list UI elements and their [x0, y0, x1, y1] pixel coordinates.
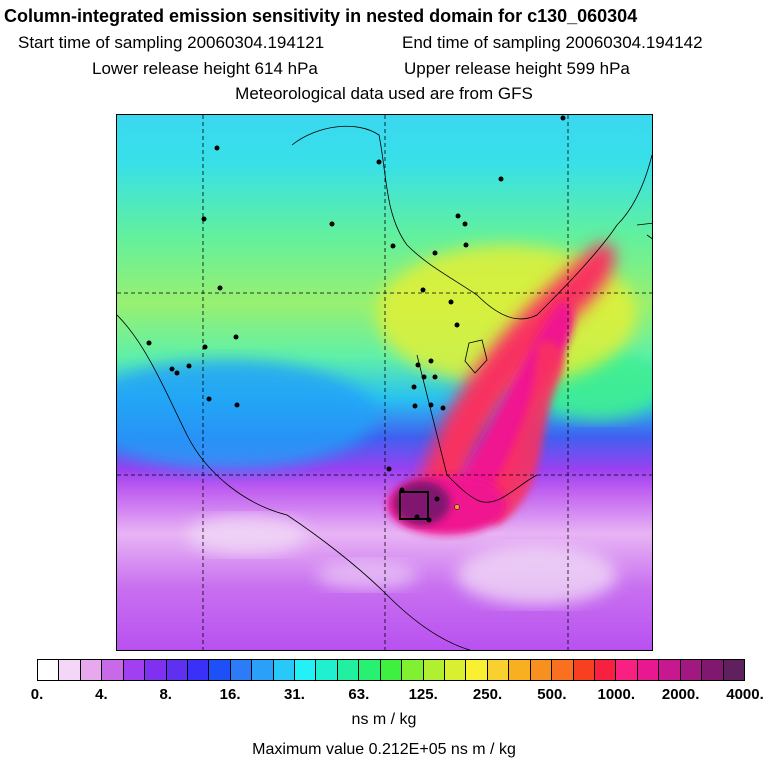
colorbar-tick-label: 8. — [159, 686, 172, 703]
colorbar-segment — [209, 660, 231, 680]
plume-arm-right — [477, 341, 564, 525]
colorbar-segment — [659, 660, 681, 680]
colorbar-segment — [316, 660, 338, 680]
colorbar-segment — [145, 660, 167, 680]
colorbar-segment — [59, 660, 81, 680]
colorbar-segment — [487, 660, 510, 680]
colorbar-segment — [380, 660, 403, 680]
colorbar-segment — [166, 660, 188, 680]
met-data-source: Meteorological data used are from GFS — [235, 84, 533, 103]
colorbar-segment — [402, 660, 424, 680]
colorbar-tick-label: 125. — [408, 686, 438, 703]
colorbar-tick-label: 63. — [348, 686, 370, 703]
colorbar-tick-label: 31. — [284, 686, 305, 703]
grid-lines — [117, 115, 652, 650]
colorbar-segment — [123, 660, 146, 680]
coastline-west — [117, 314, 472, 650]
colorbar-segment — [337, 660, 360, 680]
colorbar-tick-label: 1000. — [597, 686, 636, 703]
white-patch-1 — [187, 515, 307, 555]
colorbar-tick-label: 4000. — [726, 686, 764, 703]
lower-release-height: Lower release height 614 hPa — [92, 59, 318, 78]
coastline-peninsula — [416, 354, 538, 503]
white-patch-3 — [317, 560, 417, 590]
colorbar-segment — [187, 660, 210, 680]
colorbar-segment — [509, 660, 531, 680]
coastline-north — [291, 125, 652, 320]
colorbar-segment — [102, 660, 124, 680]
coastline-east — [636, 222, 652, 240]
colorbar-segment — [594, 660, 617, 680]
colorbar-unit: ns m / kg — [351, 711, 417, 728]
colorbar-tick-label: 2000. — [661, 686, 700, 703]
map-canvas — [117, 115, 652, 650]
colorbar-segment — [637, 660, 660, 680]
colorbar-segment — [359, 660, 381, 680]
cyan-lobe — [117, 360, 377, 470]
colorbar-tick-label: 500. — [537, 686, 567, 703]
colorbar-segment — [230, 660, 253, 680]
start-time: Start time of sampling 20060304.194121 — [18, 33, 325, 52]
orange-dot — [454, 504, 460, 510]
colorbar-segment — [530, 660, 553, 680]
plot-title: Column-integrated emission sensitivity i… — [4, 6, 638, 26]
colorbar-tick-label: 4. — [95, 686, 108, 703]
colorbar-segment — [723, 660, 744, 680]
colorbar — [37, 659, 745, 681]
station-dots — [146, 115, 566, 523]
colorbar-segment — [616, 660, 638, 680]
colorbar-tick-label: 250. — [472, 686, 503, 703]
release-box — [399, 491, 429, 520]
colorbar-segment — [466, 660, 488, 680]
colorbar-segment — [295, 660, 317, 680]
colorbar-segment — [552, 660, 574, 680]
colorbar-segment — [252, 660, 274, 680]
colorbar-segment — [445, 660, 467, 680]
colorbar-segment — [423, 660, 446, 680]
colorbar-segment — [80, 660, 103, 680]
colorbar-tick-label: 0. — [30, 686, 44, 703]
colorbar-segment — [680, 660, 703, 680]
emission-sensitivity-map — [116, 114, 653, 651]
lake-outline — [464, 339, 488, 374]
end-time: End time of sampling 20060304.194142 — [402, 33, 703, 52]
maximum-value: Maximum value 0.212E+05 ns m / kg — [252, 741, 516, 758]
colorbar-segment — [573, 660, 595, 680]
upper-release-height: Upper release height 599 hPa — [404, 59, 630, 78]
colorbar-tick-label: 16. — [219, 686, 241, 703]
colorbar-segment — [38, 660, 60, 680]
colorbar-segment — [702, 660, 724, 680]
colorbar-segment — [273, 660, 296, 680]
white-patch-2 — [457, 545, 617, 605]
